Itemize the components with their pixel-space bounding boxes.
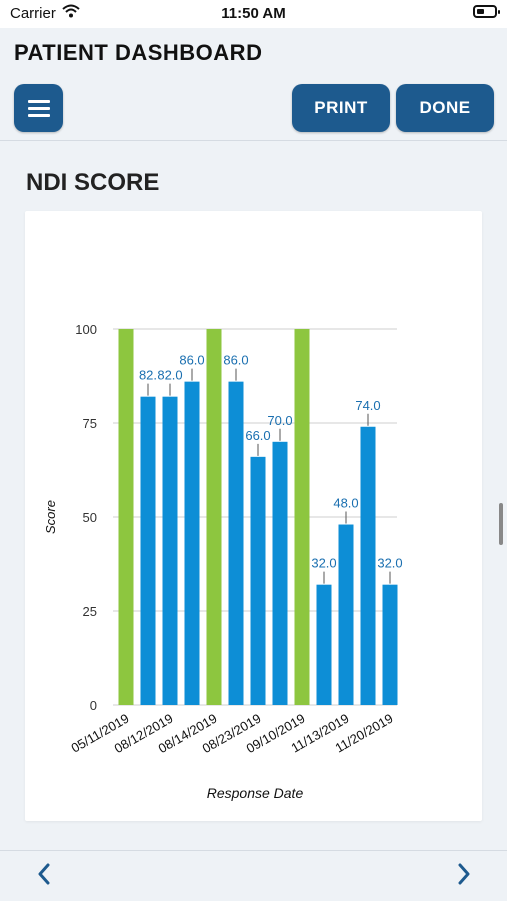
y-tick-label: 50 (83, 510, 97, 525)
y-tick-label: 100 (75, 322, 97, 337)
hamburger-icon (27, 96, 50, 121)
x-axis-label: Response Date (207, 785, 304, 801)
chart-card: 0 25 50 75 100 82. 82.0 86.0 86.0 66.0 70.0 32.0 48.… (25, 211, 482, 821)
battery-icon (473, 5, 500, 18)
data-label: 74.0 (355, 398, 380, 413)
y-axis-label: Score (43, 500, 58, 534)
footer-nav (0, 850, 507, 901)
bar (250, 456, 266, 705)
carrier-label: Carrier (10, 5, 56, 22)
y-tick-label: 0 (90, 698, 97, 713)
data-label: 32.0 (377, 556, 402, 571)
next-button[interactable] (449, 859, 479, 889)
status-bar: Carrier 11:50 AM (0, 0, 507, 28)
bar (140, 396, 156, 705)
bar (228, 381, 244, 705)
main-content[interactable]: NDI SCORE 0 25 50 75 100 82. 82.0 86.0 86.0 66.0 7… (0, 140, 507, 851)
data-label: 66.0 (245, 428, 270, 443)
status-time: 11:50 AM (221, 5, 286, 22)
menu-button[interactable] (14, 84, 63, 132)
bar (162, 396, 178, 705)
print-button[interactable]: PRINT (292, 84, 390, 132)
bar (360, 426, 376, 705)
data-label: 70.0 (267, 413, 292, 428)
y-tick-label: 75 (83, 416, 97, 431)
bar (316, 584, 332, 705)
bar (294, 329, 310, 705)
data-label: 82.0 (157, 368, 182, 383)
bar (272, 441, 288, 705)
wifi-icon (62, 3, 80, 23)
app-header: PATIENT DASHBOARD PRINT DONE (0, 28, 507, 140)
data-label: 48.0 (333, 496, 358, 511)
page-title: PATIENT DASHBOARD (14, 40, 263, 65)
done-button[interactable]: DONE (396, 84, 494, 132)
bar (382, 584, 398, 705)
bar (206, 329, 222, 705)
bar (184, 381, 200, 705)
data-label: 82. (139, 368, 157, 383)
y-tick-label: 25 (83, 604, 97, 619)
data-label: 86.0 (179, 353, 204, 368)
previous-button[interactable] (29, 859, 59, 889)
section-title: NDI SCORE (26, 169, 160, 196)
data-label: 86.0 (223, 353, 248, 368)
bar (118, 329, 134, 705)
bar (338, 524, 354, 705)
data-label: 32.0 (311, 556, 336, 571)
chevron-left-icon (38, 863, 50, 885)
chevron-right-icon (458, 863, 470, 885)
scroll-indicator[interactable] (499, 503, 503, 545)
